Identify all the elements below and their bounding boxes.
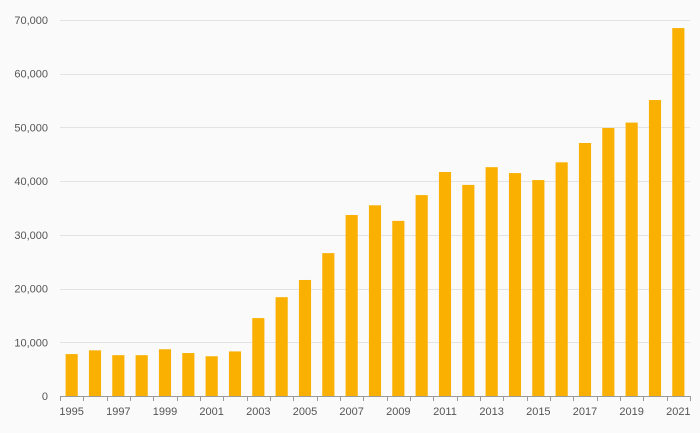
x-tick-label: 2015: [526, 406, 550, 418]
bar-2021: [672, 28, 685, 397]
bar-2013: [485, 167, 498, 396]
y-tick-label: 30,000: [14, 230, 48, 242]
x-tick-label: 2009: [386, 406, 410, 418]
bar-2000: [182, 353, 195, 396]
bar-2009: [392, 220, 405, 396]
x-tick-label: 2001: [199, 406, 223, 418]
bar-1998: [135, 355, 148, 396]
bars: [65, 28, 685, 397]
bar-2008: [368, 205, 382, 396]
bar-2003: [252, 318, 265, 396]
y-tick-label: 20,000: [14, 284, 48, 296]
bar-1999: [158, 349, 172, 396]
bar-2020: [648, 100, 662, 396]
y-tick-label: 60,000: [14, 69, 48, 81]
bar-2004: [275, 297, 288, 396]
bar-2014: [508, 173, 522, 396]
x-axis: [60, 396, 691, 401]
y-tick-label: 10,000: [14, 337, 48, 349]
x-axis-tick-labels: 1995 1997 1999 2001 2003 2005 2007 2009 2011 2013…: [59, 406, 690, 418]
x-tick-label: 1995: [59, 406, 83, 418]
bar-1996: [88, 350, 102, 396]
bar-2018: [602, 127, 615, 396]
bar-2005: [298, 279, 312, 396]
bar-2001: [205, 356, 218, 396]
x-tick-label: 2013: [479, 406, 503, 418]
x-tick-label: 2005: [293, 406, 317, 418]
y-axis-tick-labels: 0 10,000 20,000 30,000 40,000 50,000 60,000 70,…: [14, 15, 48, 403]
bar-2017: [578, 143, 592, 396]
bar-2016: [555, 162, 568, 396]
bar-2007: [345, 214, 358, 396]
x-tick-label: 2021: [666, 406, 690, 418]
x-tick-label: 1999: [153, 406, 177, 418]
x-tick-label: 2017: [573, 406, 597, 418]
bar-2006: [322, 253, 335, 396]
x-tick-label: 2007: [339, 406, 363, 418]
x-tick-label: 2003: [246, 406, 270, 418]
y-tick-label: 0: [42, 391, 48, 403]
y-tick-label: 40,000: [14, 176, 48, 188]
bar-1995: [65, 354, 78, 396]
x-tick-label: 2019: [619, 406, 643, 418]
x-tick-label: 2011: [433, 406, 457, 418]
bar-2002: [228, 351, 242, 396]
y-tick-label: 50,000: [14, 122, 48, 134]
y-tick-label: 70,000: [14, 15, 48, 27]
bar-1997: [112, 355, 125, 396]
bar-2019: [625, 122, 638, 396]
x-tick-label: 1997: [106, 406, 130, 418]
bar-2012: [462, 184, 475, 396]
bar-2010: [415, 195, 428, 396]
bar-2015: [532, 180, 545, 396]
bar-2011: [438, 172, 452, 396]
